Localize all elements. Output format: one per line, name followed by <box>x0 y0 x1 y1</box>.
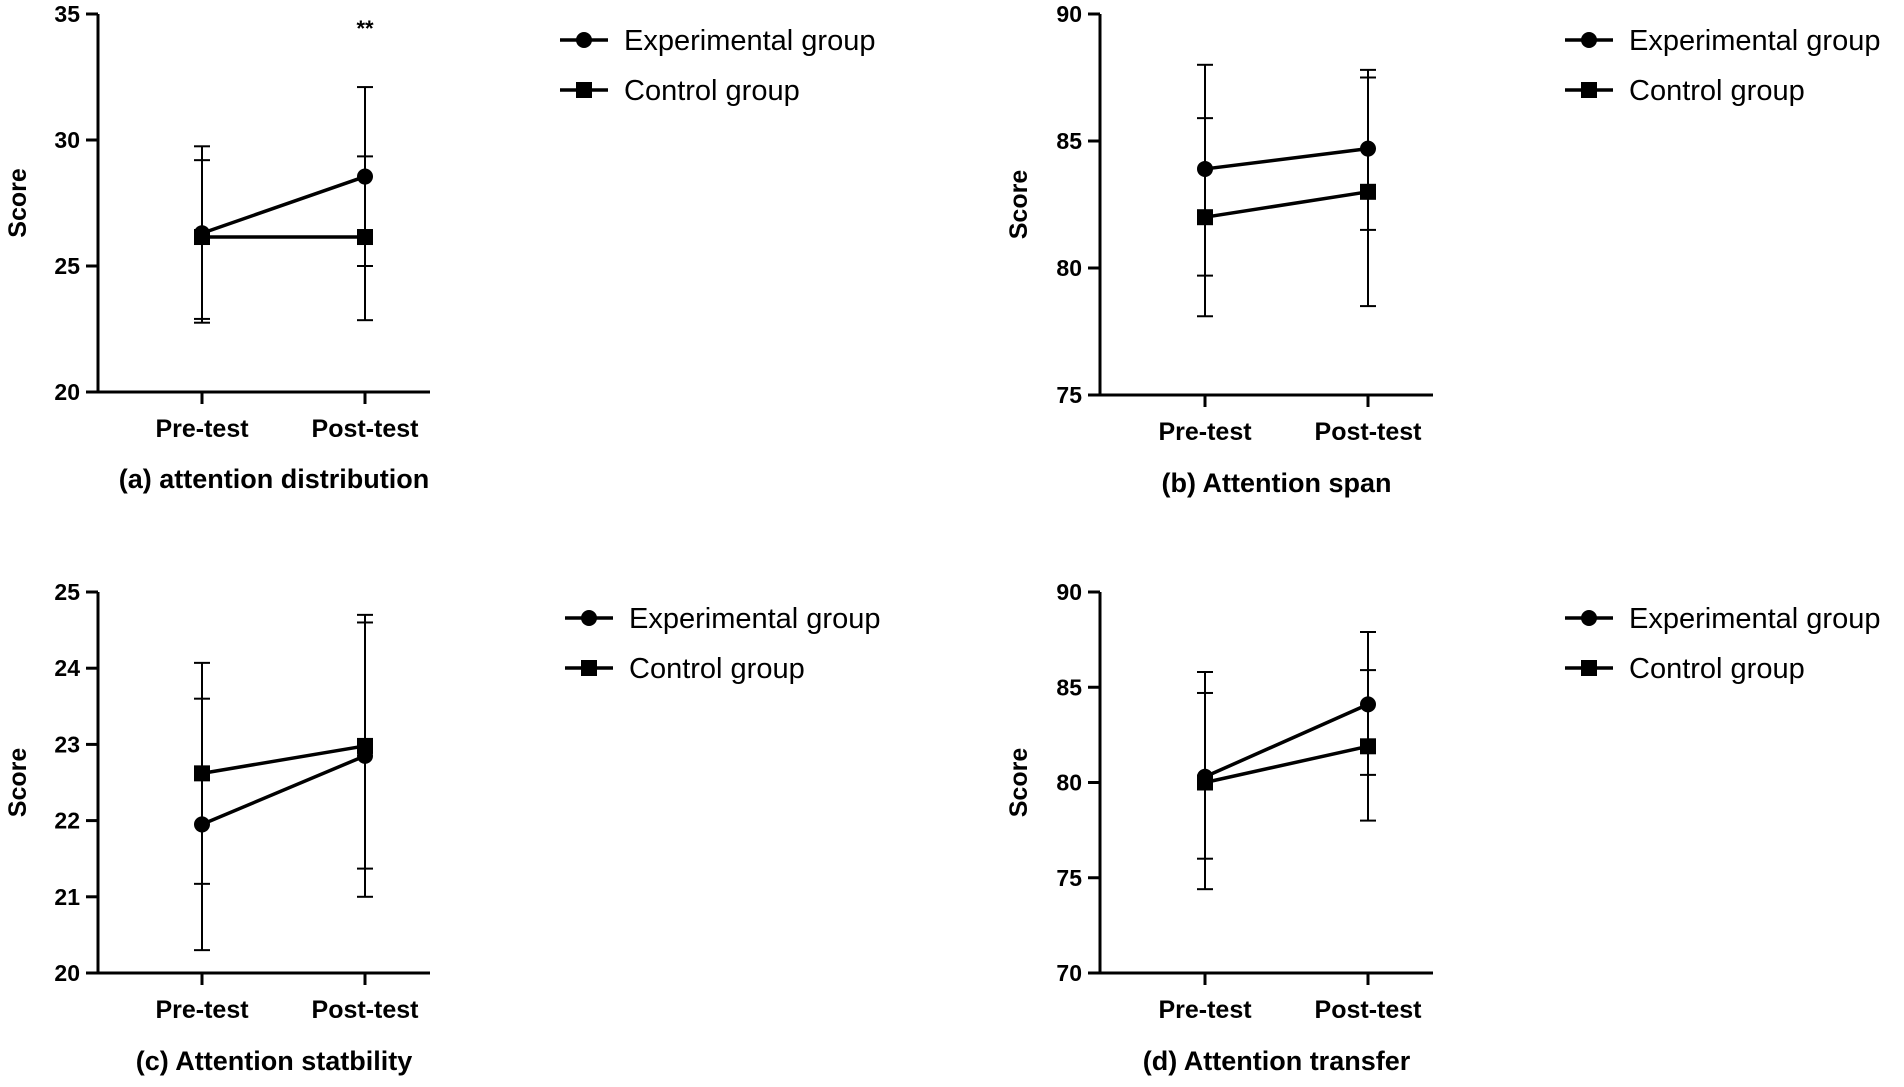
y-tick-label: 85 <box>1056 674 1082 700</box>
x-tick-label: Pre-test <box>1158 418 1252 446</box>
legend-label: Control group <box>1629 653 1805 685</box>
y-tick-label: 21 <box>54 884 80 910</box>
legend-marker-square <box>1581 82 1597 98</box>
data-point-square <box>194 229 210 246</box>
chart-panel-1: 20 25 30 35 Pre-test Post-test Score (a) attent… <box>4 1 875 494</box>
data-point-square <box>1360 738 1376 755</box>
y-tick-label: 25 <box>54 579 80 605</box>
y-tick-label: 30 <box>54 127 80 153</box>
y-tick-label: 90 <box>1056 1 1082 27</box>
data-point-square <box>194 765 210 782</box>
series-control <box>194 621 373 885</box>
y-tick-label: 24 <box>54 655 80 681</box>
panel-caption: (a) attention distribution <box>119 464 429 494</box>
y-tick-label: 22 <box>54 808 80 834</box>
data-point-square <box>1360 183 1376 200</box>
series-control <box>1197 669 1376 860</box>
x-tick-label: Post-test <box>312 415 420 443</box>
legend-marker-circle <box>1581 610 1597 626</box>
y-tick-label: 35 <box>54 1 80 27</box>
series-experimental <box>1197 631 1376 891</box>
x-tick-label: Post-test <box>312 996 420 1024</box>
y-tick-label: 80 <box>1056 255 1082 281</box>
y-tick-label: 20 <box>54 379 80 405</box>
chart-panel-2: 75 80 85 90 Pre-test Post-test Score (b) Attent… <box>1005 1 1880 498</box>
chart-panel-3: 20 21 22 23 24 25 Pre-test Post-test Score (c) At… <box>4 579 880 1076</box>
y-axis-label: Score <box>4 748 32 818</box>
legend-label: Experimental group <box>1629 603 1880 635</box>
x-tick-label: Pre-test <box>155 415 249 443</box>
series-control <box>194 155 373 324</box>
legend: Experimental group Control group <box>1565 603 1880 685</box>
legend-marker-circle <box>576 32 592 48</box>
data-point-square <box>357 229 373 246</box>
legend-label: Control group <box>1629 75 1805 107</box>
legend-marker-square <box>1581 660 1597 676</box>
y-tick-label: 25 <box>54 253 80 279</box>
series-line <box>201 744 366 776</box>
y-tick-label: 80 <box>1056 770 1082 796</box>
series-line <box>1204 744 1369 785</box>
panel-caption: (d) Attention transfer <box>1143 1046 1411 1076</box>
legend: Experimental group Control group <box>565 603 880 685</box>
series-experimental <box>194 613 373 952</box>
y-axis-label: Score <box>4 168 32 238</box>
y-tick-label: 23 <box>54 731 80 757</box>
legend-marker-square <box>576 82 592 98</box>
data-point-square <box>1197 774 1213 791</box>
legend-label: Experimental group <box>624 25 875 57</box>
x-tick-label: Pre-test <box>1158 996 1252 1024</box>
x-tick-label: Post-test <box>1315 418 1423 446</box>
series-line <box>1204 190 1369 219</box>
significance-annotation: ** <box>356 16 374 41</box>
legend-label: Experimental group <box>1629 25 1880 57</box>
legend: Experimental group Control group <box>1565 25 1880 107</box>
series-line <box>201 754 366 827</box>
y-tick-label: 75 <box>1056 865 1082 891</box>
legend-marker-circle <box>1581 32 1597 48</box>
y-axis-label: Score <box>1005 748 1033 818</box>
data-point-square <box>1197 209 1213 226</box>
y-tick-label: 90 <box>1056 579 1082 605</box>
series-line <box>201 174 366 235</box>
y-tick-label: 85 <box>1056 128 1082 154</box>
y-axis-label: Score <box>1005 170 1033 240</box>
y-tick-label: 70 <box>1056 960 1082 986</box>
series-experimental <box>1197 63 1376 277</box>
x-tick-label: Pre-test <box>155 996 249 1024</box>
legend-marker-square <box>581 660 597 676</box>
data-point-square <box>357 737 373 754</box>
series-line <box>1204 702 1369 779</box>
legend-label: Control group <box>629 653 805 685</box>
panel-caption: (b) Attention span <box>1162 468 1392 498</box>
series-experimental <box>194 86 373 320</box>
legend: Experimental group Control group <box>560 25 875 107</box>
series-line <box>1204 146 1369 171</box>
chart-panel-4: 70 75 80 85 90 Pre-test Post-test Score (d) Atte… <box>1005 579 1880 1076</box>
panel-caption: (c) Attention statbility <box>136 1046 413 1076</box>
legend-label: Experimental group <box>629 603 880 635</box>
x-tick-label: Post-test <box>1315 996 1423 1024</box>
legend-marker-circle <box>581 610 597 626</box>
y-tick-label: 75 <box>1056 382 1082 408</box>
y-tick-label: 20 <box>54 960 80 986</box>
legend-label: Control group <box>624 75 800 107</box>
series-control <box>1197 76 1376 318</box>
